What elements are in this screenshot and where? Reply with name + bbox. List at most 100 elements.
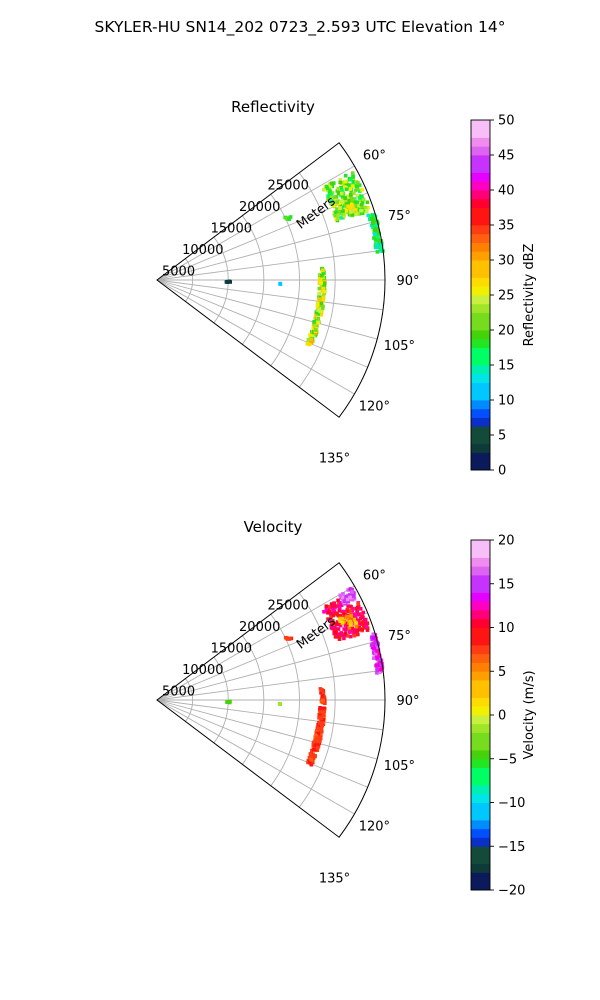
echo-gate: [288, 215, 293, 219]
azimuth-tick-label: 135°: [319, 452, 350, 467]
echo-gate: [343, 198, 348, 203]
colorbar-segment: [471, 557, 490, 567]
echo-gate: [348, 634, 353, 639]
echo-gate: [318, 273, 322, 277]
echo-gate: [322, 271, 326, 275]
echo-gate: [350, 184, 355, 188]
echo-gate: [337, 201, 342, 205]
echo-gate: [333, 214, 338, 218]
echo-gate: [348, 212, 353, 216]
colorbar-segment: [471, 128, 490, 138]
echo-gate: [316, 723, 321, 728]
colorbar-segment: [471, 627, 490, 637]
echo-gate: [330, 626, 334, 630]
azimuth-gridline: [156, 279, 378, 340]
echo-gate: [331, 608, 336, 612]
range-tick-label: 25000: [268, 599, 309, 614]
azimuth-tick-label: 120°: [359, 820, 390, 835]
echo-gate: [340, 595, 345, 600]
echo-gate: [360, 194, 364, 199]
echo-gate: [355, 194, 360, 198]
echo-gate: [336, 627, 341, 631]
colorbar-segment: [471, 443, 490, 453]
echo-gate: [356, 612, 361, 616]
colorbar-segment: [471, 828, 490, 838]
echo-gate: [366, 205, 370, 210]
echo-gate: [347, 626, 352, 630]
echo-gate: [345, 626, 350, 631]
range-tick-label: 10000: [182, 663, 223, 678]
echo-gate: [316, 317, 321, 321]
echo-gate: [375, 242, 379, 246]
echo-gate: [326, 194, 330, 198]
colorbar-tick-label: 30: [498, 254, 515, 269]
colorbar-segment: [471, 207, 490, 217]
echo-gate: [345, 617, 349, 621]
echo-gate: [320, 696, 324, 701]
echo-gate: [331, 619, 335, 623]
echo-gate: [329, 611, 333, 616]
echo-gate: [318, 281, 323, 285]
echo-gate: [375, 649, 379, 653]
echo-gate: [354, 212, 358, 217]
colorbar-tick-label: 5: [498, 429, 506, 444]
colorbar-segment: [471, 303, 490, 313]
echo-gate: [309, 754, 313, 759]
echo-gate: [350, 587, 354, 592]
echo-gate: [316, 731, 321, 736]
echo-gate: [357, 183, 362, 187]
echo-gate: [312, 322, 316, 326]
echo-gate: [347, 198, 352, 203]
echo-gate: [333, 210, 338, 215]
echo-gate: [343, 196, 347, 200]
range-tick-label: 5000: [162, 264, 195, 279]
colorbar-tick-label: −15: [498, 840, 525, 855]
echo-gate: [342, 627, 346, 631]
echo-gate: [348, 595, 353, 600]
echo-gate: [358, 607, 363, 611]
echo-gate: [320, 706, 325, 711]
echo-gate: [319, 691, 323, 695]
echo-gate: [348, 193, 353, 197]
echo-gate: [346, 204, 351, 209]
echo-gate: [371, 651, 376, 655]
echo-gate: [361, 623, 366, 627]
colorbar-segment: [471, 181, 490, 191]
echo-gate: [338, 616, 343, 621]
colorbar-segment: [471, 321, 490, 331]
echo-gate: [375, 250, 380, 254]
echo-gate: [314, 313, 318, 317]
echo-gate: [338, 593, 343, 598]
echo-gate: [321, 299, 325, 303]
colorbar-segment: [471, 330, 490, 340]
azimuth-tick-label: 75°: [388, 629, 411, 644]
sector-frame: [156, 562, 386, 838]
echo-gate: [336, 598, 340, 603]
colorbar-segment: [471, 216, 490, 226]
echo-gate: [348, 630, 352, 634]
echo-gate: [345, 615, 350, 619]
colorbar-segment: [471, 417, 490, 427]
echo-gate: [227, 700, 232, 705]
colorbar-tick-label: 40: [498, 184, 515, 199]
echo-gate: [309, 337, 314, 342]
echo-gate: [314, 328, 318, 332]
panel-title: Reflectivity: [231, 98, 315, 116]
colorbar-segment: [471, 277, 490, 287]
echo-gate: [335, 189, 340, 193]
colorbar-segment: [471, 671, 490, 681]
echo-gate: [309, 757, 313, 762]
colorbar-segment: [471, 575, 490, 585]
echo-gate: [350, 171, 355, 175]
echo-gate: [358, 194, 362, 198]
echo-gate: [347, 202, 351, 206]
range-tick-label: 15000: [211, 642, 252, 657]
echo-gate: [320, 721, 324, 725]
echo-gate: [345, 624, 350, 628]
echo-gate: [355, 609, 359, 613]
echo-gate: [322, 188, 326, 192]
echo-gate: [329, 602, 334, 606]
echo-gate: [322, 283, 327, 288]
echo-gate: [314, 730, 319, 735]
colorbar-segment: [471, 820, 490, 830]
